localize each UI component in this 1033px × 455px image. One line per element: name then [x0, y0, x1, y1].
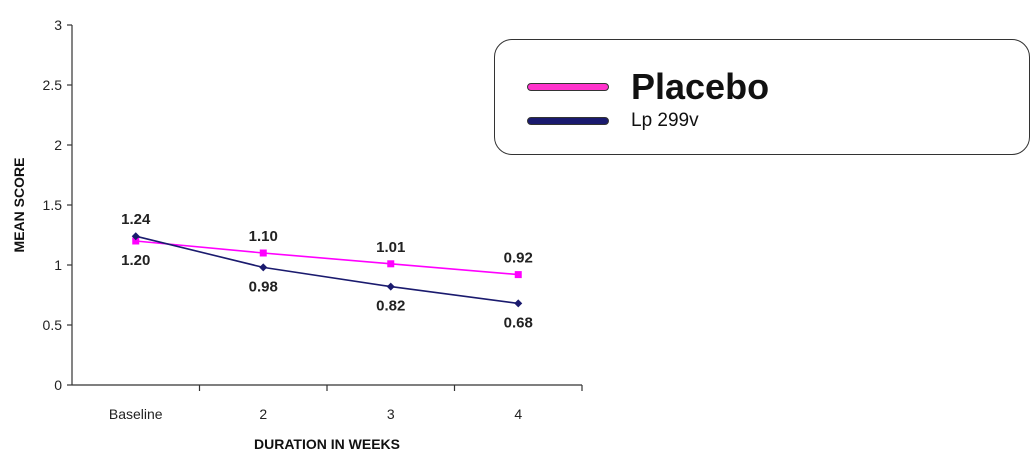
- y-tick-label: 3: [54, 17, 62, 33]
- series-line-0: [135, 240, 519, 276]
- series-line-1: [135, 235, 519, 305]
- data-point-placebo: [514, 271, 522, 279]
- x-tick-label: 2: [259, 406, 267, 422]
- y-tick-label: 2: [54, 137, 62, 153]
- data-label: 1.10: [249, 228, 278, 245]
- data-point-lp299v: [514, 299, 523, 308]
- x-tick-label: 4: [514, 406, 522, 422]
- legend-item-placebo: Placebo: [527, 66, 769, 108]
- y-tick-label: 1: [54, 257, 62, 273]
- y-tick-label: 2.5: [43, 77, 63, 93]
- data-point-placebo: [259, 249, 267, 257]
- data-label: 0.82: [376, 298, 405, 315]
- x-tick-label: Baseline: [109, 406, 163, 422]
- data-label: 0.98: [249, 278, 278, 295]
- data-labels: 1.20 1.10 1.01 0.92 1.24 0.98 0.82 0.68: [121, 211, 533, 331]
- x-axis-title: DURATION IN WEEKS: [254, 436, 400, 452]
- data-point-placebo: [387, 260, 395, 268]
- y-tick-label: 0: [54, 377, 62, 393]
- x-ticks: Baseline 2 3 4: [109, 385, 583, 422]
- data-label: 1.24: [121, 211, 151, 228]
- legend-item-lp299v: Lp 299v: [527, 110, 699, 132]
- legend-label-lp299v: Lp 299v: [631, 110, 699, 131]
- legend-swatch-lp299v: [527, 117, 609, 125]
- data-label: 1.20: [121, 252, 150, 269]
- data-label: 1.01: [376, 239, 405, 256]
- data-point-lp299v: [386, 282, 395, 291]
- legend: Placebo Lp 299v: [494, 39, 1030, 155]
- data-label: 0.68: [504, 314, 533, 331]
- y-axis-title: MEAN SCORE: [11, 158, 27, 253]
- data-point-lp299v: [131, 232, 140, 241]
- y-tick-label: 1.5: [43, 197, 63, 213]
- x-tick-label: 3: [387, 406, 395, 422]
- legend-label-placebo: Placebo: [631, 66, 770, 107]
- y-ticks: 0 0.5 1 1.5 2 2.5 3: [43, 17, 72, 393]
- data-label: 0.92: [504, 250, 533, 267]
- data-point-lp299v: [259, 263, 268, 272]
- y-tick-label: 0.5: [43, 317, 63, 333]
- legend-swatch-placebo: [527, 83, 609, 91]
- series-layer: [131, 232, 523, 308]
- data-point-placebo: [132, 237, 140, 245]
